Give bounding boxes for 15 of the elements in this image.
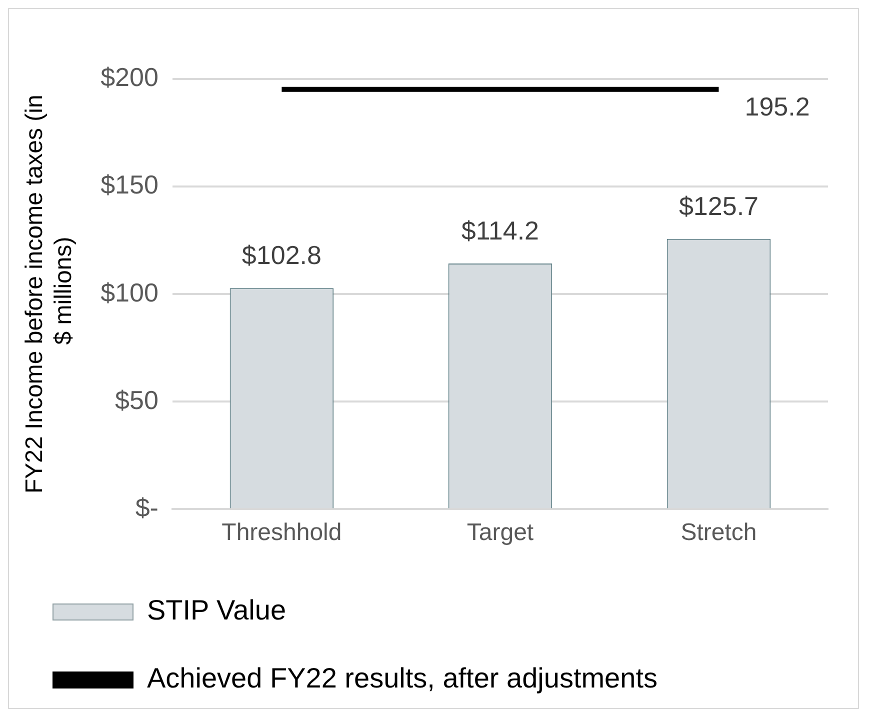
data-label: $125.7 <box>678 190 759 221</box>
y-axis-title: FY22 Income before income taxes (in $ millions) <box>21 94 77 494</box>
y-tick-label: $- <box>135 492 158 522</box>
y-tick-label: $200 <box>100 62 158 92</box>
data-label: $114.2 <box>461 216 540 246</box>
y-tick-label: $100 <box>100 277 158 308</box>
y-tick-label: $50 <box>115 384 158 415</box>
x-tick-label: Stretch <box>680 519 757 546</box>
x-tick-label: Target <box>466 519 534 546</box>
legend-label: Achieved FY22 results, after adjustments <box>147 662 658 694</box>
x-tick-label: Threshhold <box>222 519 342 546</box>
legend-label: STIP Value <box>147 594 286 626</box>
y-tick-label: $150 <box>100 170 158 200</box>
data-label: $102.8 <box>242 240 322 270</box>
data-label: 195.2 <box>744 91 810 122</box>
